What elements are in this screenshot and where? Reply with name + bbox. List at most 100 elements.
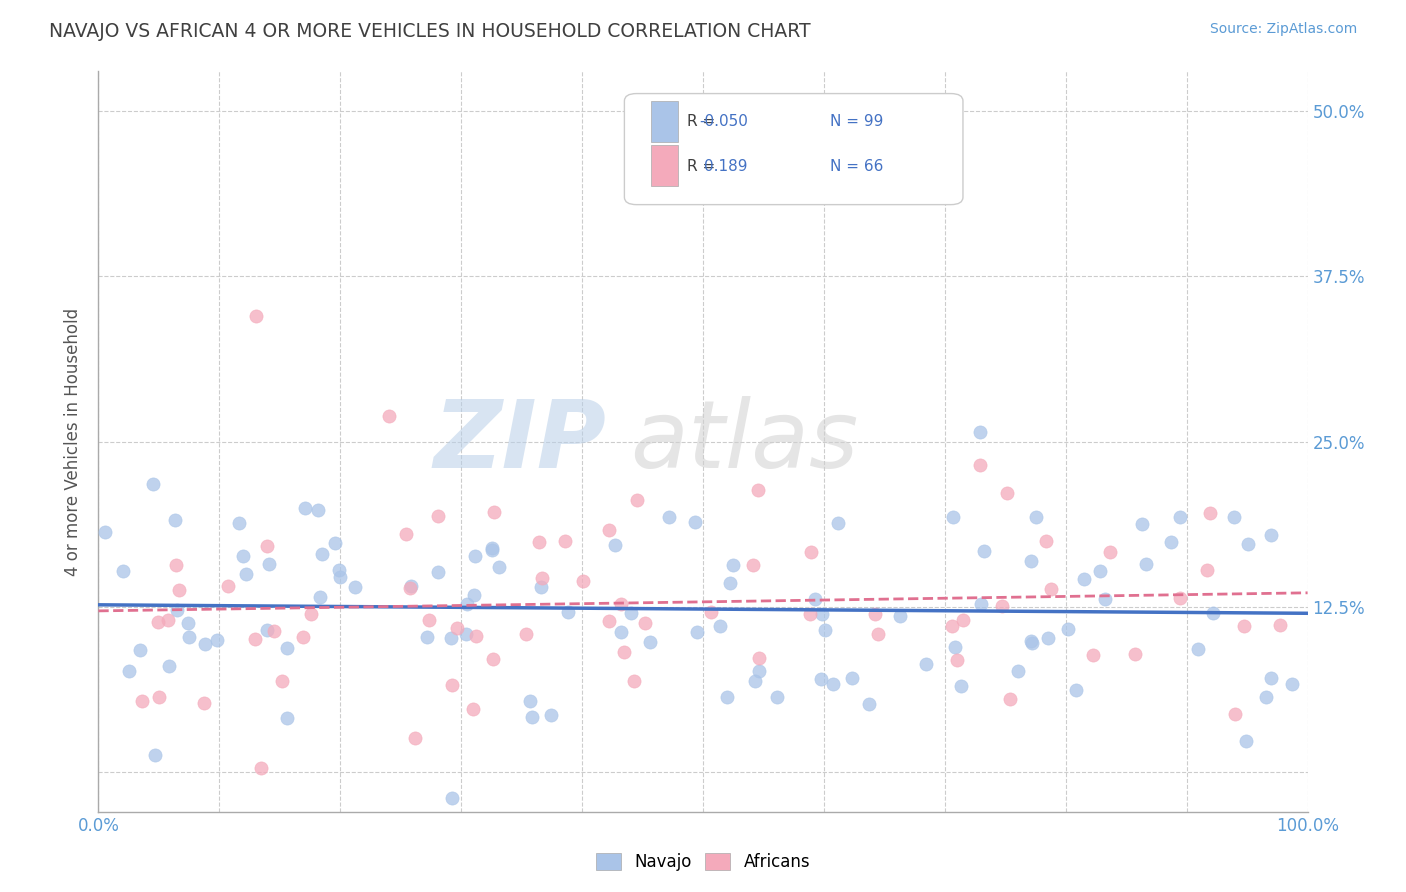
Point <box>1260 671 1282 685</box>
Point <box>858 697 880 711</box>
Text: NAVAJO VS AFRICAN 4 OR MORE VEHICLES IN HOUSEHOLD CORRELATION CHART: NAVAJO VS AFRICAN 4 OR MORE VEHICLES IN … <box>49 22 811 41</box>
Point <box>716 690 738 705</box>
Y-axis label: 4 or more Vehicles in Household: 4 or more Vehicles in Household <box>65 308 83 575</box>
Point <box>799 607 821 622</box>
Point <box>609 624 631 639</box>
Point <box>530 580 553 594</box>
Point <box>427 565 450 579</box>
Point <box>1021 636 1043 650</box>
Point <box>1160 535 1182 549</box>
Text: 0.189: 0.189 <box>704 159 748 174</box>
Point <box>969 597 991 611</box>
Point <box>766 690 789 704</box>
Text: atlas: atlas <box>630 396 859 487</box>
Point <box>638 635 661 649</box>
Point <box>1281 677 1303 691</box>
Point <box>1040 582 1063 596</box>
Point <box>866 626 889 640</box>
Point <box>720 576 742 591</box>
Point <box>232 549 254 563</box>
Point <box>464 549 486 563</box>
Point <box>626 493 648 508</box>
Point <box>1260 528 1282 542</box>
Point <box>810 672 832 686</box>
Point <box>299 607 322 622</box>
Point <box>1197 563 1219 577</box>
Point <box>995 486 1018 500</box>
Point <box>378 409 401 424</box>
Point <box>620 606 643 620</box>
Point <box>1057 622 1080 636</box>
Point <box>291 630 314 644</box>
Point <box>1223 706 1246 721</box>
Point <box>709 619 731 633</box>
Text: ZIP: ZIP <box>433 395 606 488</box>
Point <box>1233 619 1256 633</box>
Point <box>949 679 972 693</box>
Point <box>217 579 239 593</box>
Point <box>481 543 503 558</box>
Point <box>250 761 273 775</box>
Point <box>1198 506 1220 520</box>
Point <box>863 607 886 621</box>
Point <box>889 609 911 624</box>
Point <box>747 483 769 497</box>
Point <box>167 582 190 597</box>
Point <box>263 624 285 638</box>
Point <box>1135 558 1157 572</box>
Point <box>598 523 620 537</box>
Point <box>1007 665 1029 679</box>
Point <box>943 640 966 655</box>
Point <box>814 624 837 638</box>
Point <box>243 632 266 646</box>
Point <box>700 605 723 619</box>
Point <box>973 544 995 558</box>
Point <box>1019 554 1042 568</box>
Point <box>481 651 503 665</box>
Text: R =: R = <box>688 114 720 129</box>
Point <box>404 731 426 746</box>
Point <box>256 539 278 553</box>
Point <box>399 582 422 596</box>
Point <box>329 570 352 584</box>
Point <box>1187 642 1209 657</box>
Point <box>205 633 228 648</box>
Point <box>721 558 744 573</box>
Point <box>463 588 485 602</box>
Point <box>1083 648 1105 662</box>
Point <box>177 616 200 631</box>
Point <box>118 664 141 678</box>
Point <box>1123 647 1146 661</box>
Point <box>418 613 440 627</box>
Point <box>1064 682 1087 697</box>
Point <box>942 510 965 524</box>
Point <box>1099 544 1122 558</box>
Point <box>271 673 294 688</box>
Text: R =: R = <box>688 159 720 174</box>
Point <box>235 567 257 582</box>
Point <box>245 309 267 323</box>
Point <box>613 645 636 659</box>
Point <box>519 694 541 708</box>
Point <box>811 607 834 621</box>
Point <box>531 571 554 585</box>
Point <box>311 547 333 561</box>
Point <box>165 513 187 527</box>
Point <box>1090 564 1112 578</box>
Point <box>142 477 165 491</box>
Point <box>395 527 418 541</box>
Point <box>686 625 709 640</box>
Point <box>744 673 766 688</box>
Point <box>129 642 152 657</box>
Point <box>177 630 200 644</box>
Point <box>256 624 278 638</box>
Point <box>465 629 488 643</box>
Point <box>748 651 770 665</box>
Point <box>1019 633 1042 648</box>
Point <box>741 558 763 572</box>
Point <box>998 692 1021 706</box>
Point <box>527 535 550 549</box>
Point <box>1202 607 1225 621</box>
Point <box>427 508 450 523</box>
Point <box>439 631 461 645</box>
